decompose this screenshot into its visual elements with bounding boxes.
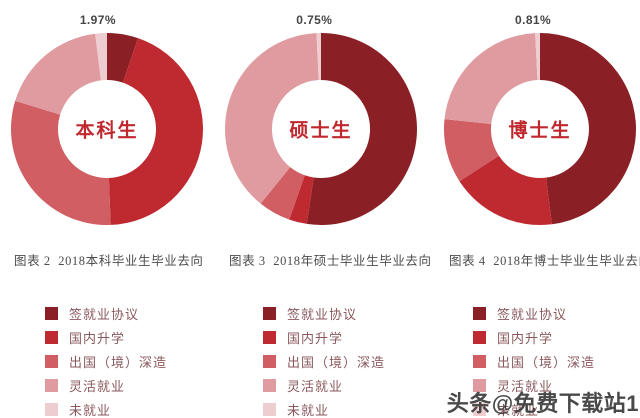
legend-item-4: 灵活就业 xyxy=(263,373,385,397)
legend-swatch-icon xyxy=(45,354,58,368)
legend-item-1: 签就业协议 xyxy=(473,301,595,325)
legend-item-5: 未就业 xyxy=(473,397,595,418)
pie-slice-undergraduate-2 xyxy=(108,38,203,225)
legend-item-4: 灵活就业 xyxy=(473,373,595,397)
legend-swatch-icon xyxy=(473,330,486,344)
legend-swatch-icon xyxy=(263,330,276,344)
chart-caption-master: 图表 3 2018年硕士毕业生毕业去向 xyxy=(229,254,432,268)
pie-slice-doctoral-2 xyxy=(459,155,552,225)
legend-item-label: 灵活就业 xyxy=(69,378,126,394)
legend-swatch-icon xyxy=(473,354,486,368)
legend-group-3: 签就业协议国内升学出国（境）深造 灵活就业未就业 xyxy=(473,301,595,418)
pie-slice-doctoral-4 xyxy=(444,33,538,124)
pie-slice-doctoral-1 xyxy=(540,33,636,225)
legend-swatch-icon xyxy=(45,330,58,344)
legend-swatch-icon xyxy=(45,378,58,392)
legend-item-3: 出国（境）深造 xyxy=(263,349,385,373)
legend-group-1: 签就业协议国内升学出国（境）深造 灵活就业未就业 xyxy=(45,301,167,418)
pie-slice-master-1 xyxy=(306,33,417,225)
donut-center-label-doctoral: 博士生 xyxy=(508,120,572,142)
legend-item-label: 签就业协议 xyxy=(69,306,140,322)
pie-slice-doctoral-3 xyxy=(443,119,499,182)
pie-slice-undergraduate-5 xyxy=(95,32,107,81)
legend-item-label: 未就业 xyxy=(497,402,540,418)
legend-item-3: 出国（境）深造 xyxy=(45,349,167,373)
pie-slice-doctoral-5 xyxy=(535,32,540,81)
legend-item-label: 出国（境）深造 xyxy=(497,354,596,370)
legend-item-label: 未就业 xyxy=(69,402,112,418)
legend-item-label: 国内升学 xyxy=(69,330,126,346)
chart-caption-undergraduate: 图表 2 2018本科毕业生毕业去向 xyxy=(14,254,204,268)
legend-item-label: 出国（境）深造 xyxy=(69,354,168,370)
donut-chart-doctoral xyxy=(443,32,636,225)
watermark-text: 头条@免费下载站1 xyxy=(446,391,639,416)
legend-item-4: 灵活就业 xyxy=(45,373,167,397)
legend-item-5: 未就业 xyxy=(45,397,167,418)
pie-slice-undergraduate-3 xyxy=(10,100,111,226)
legend-item-2: 国内升学 xyxy=(263,325,385,349)
legend-item-label: 灵活就业 xyxy=(287,378,344,394)
legend-swatch-icon xyxy=(263,378,276,392)
donut-center-label-master: 硕士生 xyxy=(289,120,353,142)
legend-item-2: 国内升学 xyxy=(473,325,595,349)
legend-swatch-icon xyxy=(263,402,276,416)
legend-swatch-icon xyxy=(45,306,58,320)
pie-slice-master-5 xyxy=(316,33,321,81)
legend-group-2: 签就业协议国内升学出国（境）深造 灵活就业未就业 xyxy=(263,301,385,418)
donut-chart-undergraduate xyxy=(10,32,203,226)
slice-value-label: 1.97% xyxy=(79,13,116,27)
legend-item-1: 签就业协议 xyxy=(45,301,167,325)
slice-value-label: 0.75% xyxy=(296,13,333,27)
legend-item-1: 签就业协议 xyxy=(263,301,385,325)
legend-item-label: 国内升学 xyxy=(497,330,554,346)
legend-item-2: 国内升学 xyxy=(45,325,167,349)
chart-caption-doctoral: 图表 4 2018年博士毕业生毕业去向 xyxy=(449,254,640,268)
legend-swatch-icon xyxy=(263,306,276,320)
pie-slice-master-2 xyxy=(289,175,314,224)
legend-item-label: 出国（境）深造 xyxy=(287,354,386,370)
legend-item-label: 未就业 xyxy=(287,402,330,418)
pie-slice-undergraduate-1 xyxy=(107,33,139,83)
legend-item-label: 灵活就业 xyxy=(497,378,554,394)
donut-chart-master xyxy=(225,33,417,225)
slice-value-label: 0.81% xyxy=(515,13,552,27)
legend-swatch-icon xyxy=(473,306,486,320)
legend-item-label: 签就业协议 xyxy=(497,306,568,322)
legend-item-label: 国内升学 xyxy=(287,330,344,346)
legend-item-5: 未就业 xyxy=(263,397,385,418)
pie-slice-undergraduate-4 xyxy=(15,33,101,115)
legend-swatch-icon xyxy=(263,354,276,368)
pie-slice-master-3 xyxy=(260,167,305,220)
donut-center-label-undergraduate: 本科生 xyxy=(75,120,139,142)
legend-swatch-icon xyxy=(45,402,58,416)
pie-slice-master-4 xyxy=(225,33,319,204)
legend-swatch-icon xyxy=(473,378,486,392)
legend-swatch-icon xyxy=(473,402,486,416)
legend-item-3: 出国（境）深造 xyxy=(473,349,595,373)
legend-item-label: 签就业协议 xyxy=(287,306,358,322)
